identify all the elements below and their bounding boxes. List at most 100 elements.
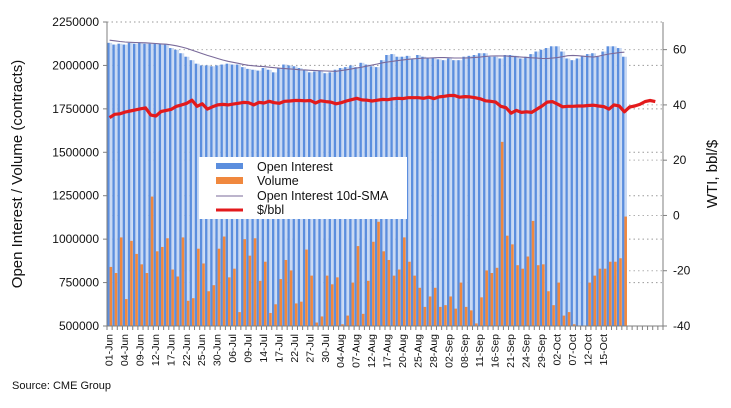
open-interest-bar	[586, 54, 589, 326]
open-interest-bar-bg	[189, 60, 195, 327]
volume-bar	[300, 301, 303, 326]
volume-bar	[315, 322, 319, 326]
volume-bar	[495, 267, 499, 326]
volume-bar	[500, 141, 504, 326]
open-interest-bar	[591, 53, 594, 327]
volume-bar	[191, 298, 195, 326]
volume-bar	[171, 269, 174, 326]
axes	[106, 22, 664, 330]
open-interest-bar	[524, 56, 527, 326]
open-interest-bar	[611, 46, 615, 326]
y2-tick-label: 40	[673, 98, 687, 112]
open-interest-bar	[426, 58, 429, 326]
x-tick-label: 11-Sep	[474, 334, 486, 367]
open-interest-bar-bg	[524, 56, 530, 326]
volume-bars	[109, 141, 627, 326]
open-interest-bar	[452, 60, 455, 327]
y2-tick-label: -40	[673, 319, 691, 333]
x-tick-label: 14-Jul	[258, 334, 270, 363]
volume-bar	[567, 312, 571, 326]
legend-swatch-open-interest	[216, 163, 243, 169]
volume-bar	[243, 239, 246, 326]
y-tick-label: 750000	[59, 276, 99, 290]
left-axis-title: Open Interest / Volume (contracts)	[9, 60, 26, 288]
open-interest-bar	[158, 43, 162, 326]
x-tick-label: 17-Aug	[382, 334, 394, 368]
x-tick-label: 04-Jun	[119, 334, 131, 366]
open-interest-bar	[606, 46, 609, 326]
volume-bar	[624, 216, 627, 326]
open-interest-bar	[117, 43, 120, 326]
open-interest-bar	[472, 55, 476, 327]
open-interest-bar-bg	[539, 49, 545, 327]
price-line	[108, 93, 656, 119]
open-interest-bar	[431, 57, 434, 327]
left-axis-ticks: 500000 750000 1000000 1250000 1500000 1750000…	[52, 15, 107, 333]
volume-bar	[377, 221, 380, 326]
open-interest-bar	[421, 56, 424, 326]
volume-bar	[423, 306, 427, 326]
open-interest-bar	[622, 56, 625, 326]
open-interest-bar-bg	[421, 56, 427, 326]
open-interest-bar	[483, 53, 486, 327]
volume-bar	[361, 313, 365, 326]
volume-bar	[207, 291, 210, 326]
volume-bar	[289, 270, 293, 326]
x-tick-label: 07-Oct	[567, 334, 579, 366]
volume-bar	[454, 308, 458, 326]
volume-bar	[511, 244, 514, 326]
open-interest-bar	[441, 60, 445, 327]
volume-bar	[392, 275, 396, 326]
source-note: Source: CME Group	[12, 380, 112, 392]
open-interest-bar	[416, 55, 419, 327]
volume-bar	[572, 324, 576, 326]
volume-bar	[475, 323, 478, 326]
volume-bar	[542, 264, 545, 326]
open-interest-bar	[467, 55, 470, 326]
open-interest-bar	[174, 49, 177, 327]
open-interest-bar-bg	[565, 58, 571, 326]
volume-bar	[166, 238, 169, 326]
open-interest-bar-bg	[554, 46, 561, 326]
volume-bar	[305, 249, 308, 326]
x-tick-label: 02-Sep	[443, 334, 455, 368]
volume-bar	[325, 275, 329, 326]
x-tick-label: 22-Jul	[289, 334, 301, 363]
y-tick-label: 2250000	[52, 15, 99, 29]
open-interest-bar	[163, 44, 167, 326]
open-interest-bar	[596, 56, 599, 326]
open-interest-bar	[169, 48, 172, 327]
open-interest-bar	[555, 46, 558, 326]
volume-bar	[480, 297, 483, 326]
open-interest-bar	[457, 60, 460, 327]
x-tick-label: 25-Jun	[196, 334, 208, 366]
y-tick-label: 1750000	[52, 102, 99, 116]
x-tick-label: 02-Oct	[552, 334, 564, 366]
open-interest-bar-bg	[580, 55, 586, 326]
x-tick-label: 08-Sep	[459, 334, 471, 368]
legend-item-price: $/bbl	[216, 203, 284, 217]
volume-bar	[608, 261, 612, 326]
volume-bar	[521, 268, 524, 326]
open-interest-bar	[477, 53, 481, 327]
volume-bar	[186, 300, 190, 326]
open-interest-bar	[447, 58, 450, 326]
x-tick-label: 07-Aug	[351, 334, 363, 368]
open-interest-bar	[462, 56, 465, 326]
open-interest-bar	[534, 51, 537, 326]
x-tick-label: 30-Jul	[320, 334, 332, 363]
volume-bar	[562, 315, 566, 326]
volume-bar	[330, 284, 334, 326]
volume-bar	[279, 279, 283, 326]
sma-line	[109, 39, 625, 72]
x-tick-label: 25-Aug	[413, 334, 425, 368]
open-interest-bar-bg	[621, 56, 627, 326]
x-tick-label: 09-Jun	[135, 334, 147, 366]
volume-bar	[485, 270, 488, 326]
volume-bar	[557, 282, 561, 326]
volume-bar	[614, 261, 617, 326]
y-tick-label: 500000	[59, 319, 99, 333]
volume-bar	[197, 248, 200, 326]
x-tick-label: 27-Jul	[304, 334, 316, 363]
